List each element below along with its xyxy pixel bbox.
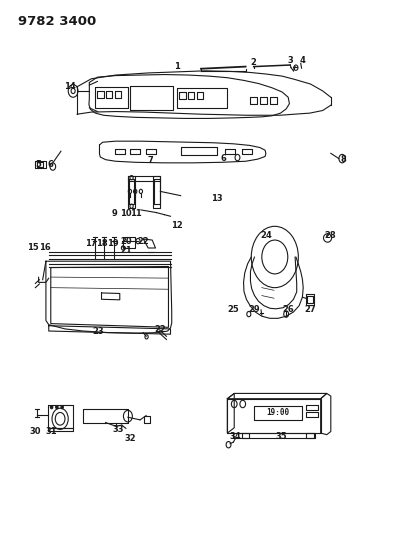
Text: 30: 30 bbox=[29, 427, 41, 436]
Text: 34: 34 bbox=[229, 432, 240, 441]
Text: 16: 16 bbox=[39, 244, 50, 253]
Text: 17: 17 bbox=[85, 239, 96, 248]
Text: 2: 2 bbox=[250, 58, 256, 67]
Text: 35: 35 bbox=[275, 432, 286, 441]
Text: 15: 15 bbox=[27, 244, 38, 253]
Text: 1: 1 bbox=[173, 62, 179, 71]
Text: 13: 13 bbox=[211, 195, 222, 203]
Text: 4: 4 bbox=[299, 56, 305, 64]
Text: 10: 10 bbox=[120, 209, 131, 218]
Text: 12: 12 bbox=[170, 221, 182, 230]
Text: 31: 31 bbox=[46, 427, 57, 436]
Text: 28: 28 bbox=[324, 231, 335, 240]
Circle shape bbox=[61, 406, 63, 409]
Text: 24: 24 bbox=[259, 231, 271, 240]
Text: 23: 23 bbox=[92, 327, 104, 335]
Text: 6: 6 bbox=[220, 154, 226, 163]
Text: 21: 21 bbox=[120, 246, 131, 255]
Text: 9: 9 bbox=[112, 209, 117, 218]
Text: 25: 25 bbox=[227, 305, 239, 314]
Text: 22: 22 bbox=[154, 326, 166, 335]
Circle shape bbox=[56, 406, 58, 409]
Text: 29: 29 bbox=[247, 305, 259, 314]
Text: 33: 33 bbox=[112, 425, 123, 434]
Text: 5: 5 bbox=[36, 160, 41, 169]
Text: 7: 7 bbox=[147, 156, 153, 165]
Text: 27: 27 bbox=[304, 305, 316, 314]
Text: 32: 32 bbox=[124, 434, 135, 443]
Text: 18: 18 bbox=[95, 239, 107, 248]
Text: 26: 26 bbox=[282, 305, 293, 314]
Text: 3: 3 bbox=[287, 56, 292, 64]
Text: 20: 20 bbox=[120, 237, 131, 246]
Text: 6: 6 bbox=[48, 160, 54, 169]
Circle shape bbox=[50, 406, 53, 409]
Text: 14: 14 bbox=[64, 82, 76, 91]
Text: 19: 19 bbox=[106, 239, 118, 248]
Text: 11: 11 bbox=[130, 209, 142, 218]
Text: 8: 8 bbox=[339, 155, 345, 164]
Text: 19:00: 19:00 bbox=[266, 408, 289, 417]
Text: 9782 3400: 9782 3400 bbox=[18, 15, 97, 28]
Text: 22: 22 bbox=[137, 237, 149, 246]
